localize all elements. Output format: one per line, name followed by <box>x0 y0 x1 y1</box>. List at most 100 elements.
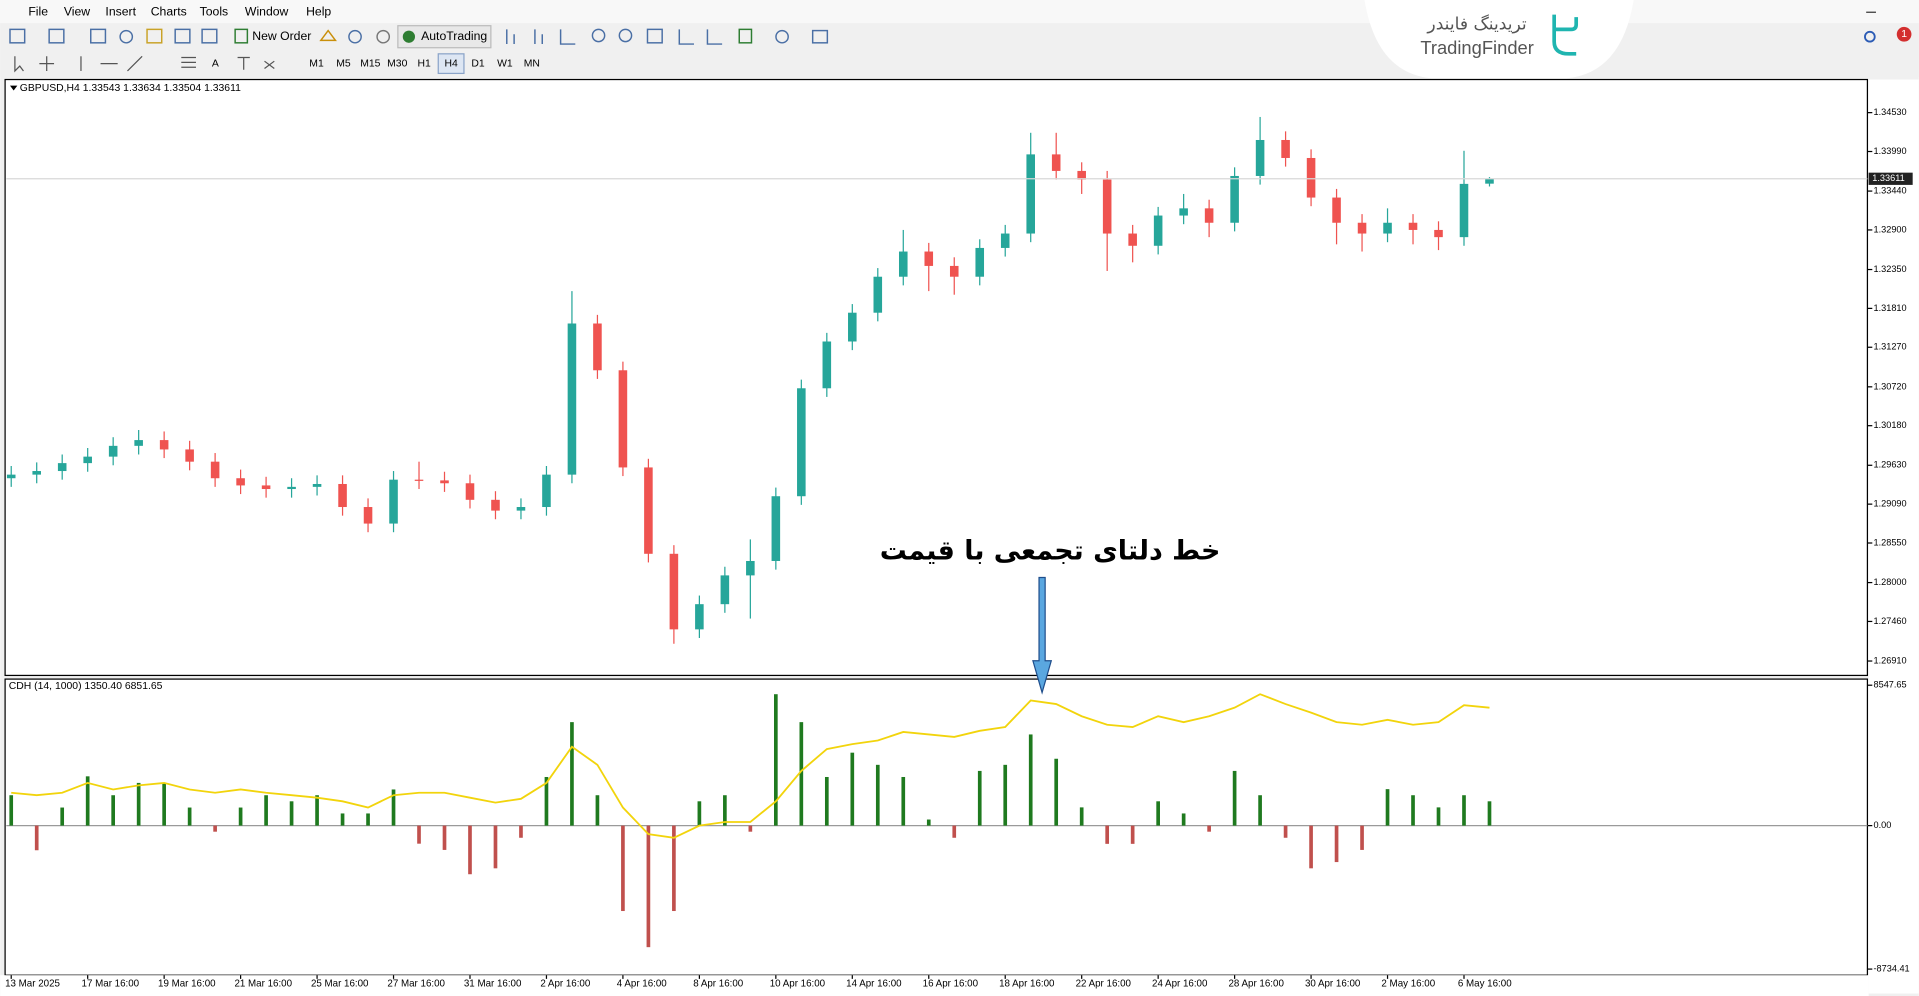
timeframe-button[interactable]: M5 <box>336 58 351 69</box>
icon-data[interactable] <box>146 28 163 44</box>
x-tick-label: 18 Apr 16:00 <box>999 978 1055 989</box>
x-tick-label: 21 Mar 16:00 <box>234 978 292 989</box>
histogram-bar <box>187 807 192 826</box>
histogram-bar <box>1258 795 1262 826</box>
toolbar-2 <box>0 50 1919 78</box>
candle-body <box>1383 222 1392 234</box>
candle-body <box>287 486 296 490</box>
icon-new-chart[interactable] <box>9 28 26 44</box>
y-tick-label: -8734.41 <box>1874 964 1910 974</box>
x-tick-label: 4 Apr 16:00 <box>617 978 668 989</box>
timeframe-button[interactable]: MN <box>524 58 540 69</box>
histogram-bar <box>1079 807 1084 826</box>
icon-signals[interactable] <box>348 29 362 44</box>
tool-cursor[interactable] <box>14 56 24 73</box>
icon-periods[interactable] <box>775 29 789 44</box>
price-pane <box>4 78 1869 677</box>
timeframe-button[interactable]: H1 <box>418 58 432 69</box>
icon-market[interactable] <box>376 29 391 44</box>
menu-item[interactable]: Window <box>245 4 289 18</box>
y-tick-label: 1.31270 <box>1874 342 1907 352</box>
icon-chart-types[interactable] <box>506 29 576 45</box>
menu-item[interactable]: Help <box>306 4 331 18</box>
histogram-bar <box>748 825 753 832</box>
candle-body <box>465 483 475 500</box>
icon-market-watch[interactable] <box>90 28 107 44</box>
logo-panel <box>1364 0 1634 79</box>
menu-item[interactable]: File <box>28 4 48 18</box>
timeframe-button[interactable]: D1 <box>471 58 485 69</box>
indicator-pane <box>4 678 1869 976</box>
autotrading-label[interactable]: AutoTrading <box>421 29 487 43</box>
histogram-bar <box>646 825 651 948</box>
toolbar-icons <box>9 28 829 45</box>
x-tick-label: 10 Apr 16:00 <box>770 978 826 989</box>
tool-text[interactable] <box>237 56 250 70</box>
histogram-bar <box>1487 801 1492 826</box>
tool-channel[interactable] <box>181 56 196 68</box>
annotation-arrow <box>1032 576 1053 695</box>
histogram-bar <box>1156 801 1160 826</box>
y-tick-label: 1.32350 <box>1874 264 1907 274</box>
y-tick-label: 1.29630 <box>1874 460 1907 470</box>
x-tick-label: 8 Apr 16:00 <box>693 978 744 989</box>
menu-item[interactable]: View <box>64 4 90 18</box>
icon-new-order[interactable] <box>234 28 249 44</box>
candle-body <box>1000 233 1010 248</box>
x-tick-label: 24 Apr 16:00 <box>1152 978 1208 989</box>
autotrading-button[interactable] <box>397 25 492 49</box>
icon-tile[interactable] <box>646 28 663 44</box>
y-tick-label: 1.26910 <box>1874 655 1907 665</box>
candle-body <box>771 496 781 561</box>
tool-fibo[interactable]: A <box>212 58 219 69</box>
chart-menu-arrow[interactable] <box>9 85 18 91</box>
histogram-bar <box>926 819 931 826</box>
menu-item[interactable]: Tools <box>200 4 229 18</box>
candle-body <box>644 467 653 554</box>
candle-body <box>185 449 194 462</box>
candle-body <box>746 560 755 576</box>
tool-crosshair[interactable] <box>39 56 55 71</box>
menu-item[interactable]: Insert <box>105 4 136 18</box>
new-order-label[interactable]: New Order <box>252 29 311 43</box>
histogram-bar <box>340 813 345 826</box>
candle-body <box>210 461 220 479</box>
timeframe-active <box>437 53 465 75</box>
x-tick-label: 25 Mar 16:00 <box>311 978 369 989</box>
timeframe-button[interactable]: M15 <box>360 58 380 69</box>
candle-body <box>797 388 806 497</box>
candle-body <box>1459 183 1469 238</box>
icon-terminal[interactable] <box>174 28 191 44</box>
icon-navigator[interactable] <box>119 29 134 44</box>
icon-zoom-out[interactable] <box>618 28 633 43</box>
histogram-bar <box>519 825 523 838</box>
y-tick-label: 1.34530 <box>1874 107 1907 117</box>
notification-badge[interactable] <box>1896 26 1912 42</box>
timeframe-button[interactable]: M30 <box>387 58 407 69</box>
candle-body <box>898 251 908 277</box>
histogram-bar <box>1232 770 1237 826</box>
histogram-bar <box>264 795 268 826</box>
candle-body <box>134 440 143 446</box>
candle-body <box>567 323 577 475</box>
tool-arrows[interactable] <box>264 60 275 70</box>
y-tick-label: 1.28000 <box>1874 577 1907 587</box>
icon-zoom-in[interactable] <box>591 28 606 43</box>
icon-metaeditor[interactable] <box>319 29 337 42</box>
histogram-bar <box>60 807 65 826</box>
icon-tester[interactable] <box>201 28 218 44</box>
icon-profiles[interactable] <box>48 28 65 44</box>
icon-indicators[interactable] <box>738 28 753 44</box>
candle-body <box>338 483 347 508</box>
candle-body <box>1102 179 1112 234</box>
timeframe-button[interactable]: W1 <box>497 58 513 69</box>
timeframe-button[interactable]: H4 <box>444 58 458 69</box>
icon-scroll[interactable] <box>678 29 723 45</box>
icon-templates[interactable] <box>811 29 829 44</box>
search-icon[interactable] <box>1864 30 1876 43</box>
timeframe-button[interactable]: M1 <box>309 58 324 69</box>
tool-trendline[interactable] <box>127 55 143 72</box>
menu-item[interactable]: Charts <box>151 4 187 18</box>
timeframes: M1 M5 M15 M30 H1 H4 D1 W1 MN <box>309 53 540 75</box>
